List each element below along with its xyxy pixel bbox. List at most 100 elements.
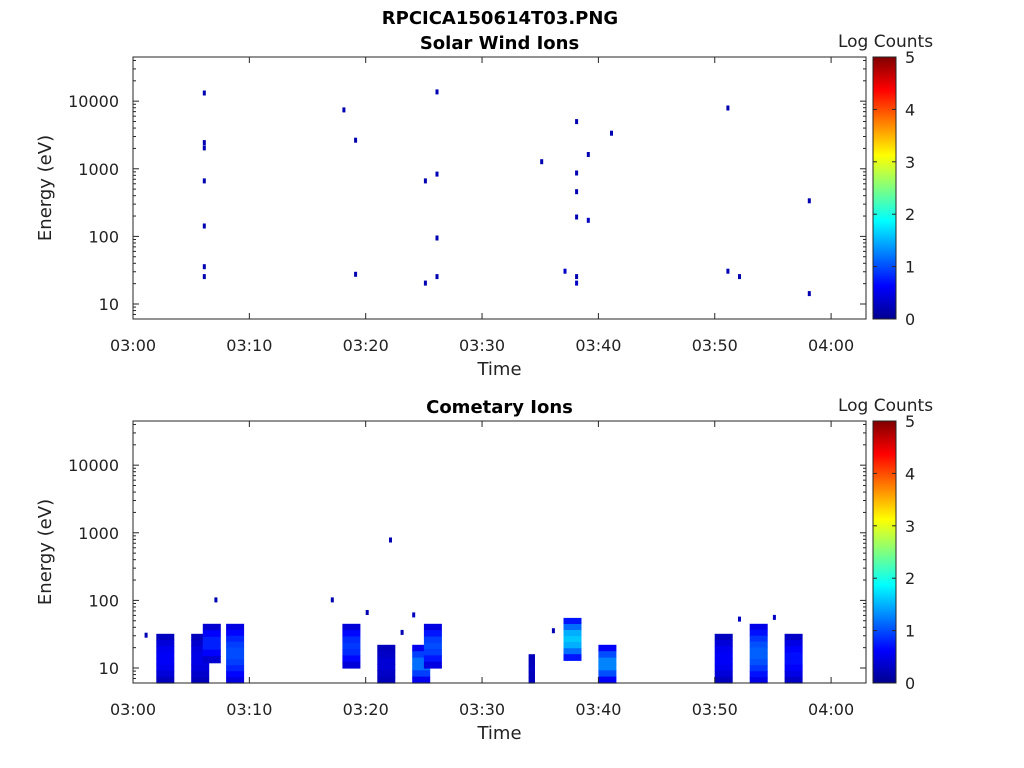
spectrogram-cell	[714, 646, 733, 653]
spectrogram-cell	[423, 636, 442, 644]
spectrogram-cell	[412, 644, 431, 652]
spectrogram-point	[551, 628, 555, 634]
spectrogram-cell	[412, 657, 431, 665]
spectrogram-cell	[528, 671, 535, 678]
spectrogram-cell	[191, 670, 210, 678]
spectrogram-cell	[342, 630, 361, 637]
spectrogram-point	[772, 614, 776, 620]
y-tick-label: 10	[99, 295, 119, 314]
spectrogram-point	[435, 235, 439, 241]
panel-title: Cometary Ions	[426, 397, 573, 418]
spectrogram-cell	[377, 663, 396, 671]
colorbar-tick-label: 3	[905, 153, 915, 172]
spectrogram-point	[575, 214, 579, 220]
spectrogram-point	[214, 597, 218, 603]
colorbar-tick-label: 5	[905, 48, 915, 67]
spectrogram-cell	[342, 649, 361, 656]
x-tick-label: 03:50	[692, 336, 738, 355]
spectrogram-cell	[412, 651, 431, 659]
spectrogram-cell	[784, 652, 803, 659]
spectrogram-cell	[749, 647, 768, 654]
colorbar-tick-label: 3	[905, 517, 915, 536]
y-tick-label: 10	[99, 659, 119, 678]
spectrogram-cell	[202, 623, 221, 631]
spectrogram-cell	[191, 658, 210, 666]
spectrogram-cell	[191, 664, 210, 672]
spectrogram-cell	[749, 641, 768, 649]
spectrogram-cell	[749, 659, 768, 666]
x-tick-label: 03:50	[692, 700, 738, 719]
x-tick-label: 03:30	[459, 336, 505, 355]
spectrogram-point	[354, 271, 358, 277]
spectrogram-point	[435, 274, 439, 280]
panel-solar-wind-ions: Solar Wind Ions 03:00 03:10 03:20 03:30 03:40…	[35, 32, 933, 380]
spectrogram-cell	[377, 657, 396, 665]
spectrogram-cell	[784, 633, 803, 641]
spectrogram-cell	[784, 658, 803, 666]
spectrogram-cell	[598, 663, 617, 671]
spectrogram-cell	[226, 677, 245, 684]
spectrogram-cell	[423, 649, 442, 656]
spectrogram-cell	[156, 633, 175, 641]
spectrogram-cell	[202, 630, 221, 638]
spectrogram-point	[586, 152, 590, 157]
spectrogram-cell	[226, 659, 245, 666]
spectrogram-cell	[377, 644, 396, 652]
spectrogram-cell	[156, 658, 175, 666]
y-tick-label: 1000	[78, 524, 119, 543]
spectrogram-cell	[563, 654, 582, 661]
x-tick-label: 03:00	[110, 336, 156, 355]
spectrogram-point	[575, 280, 579, 286]
spectrogram-cell	[598, 644, 617, 652]
spectrogram-point	[435, 171, 439, 177]
y-tick-label: 1000	[78, 160, 119, 179]
spectrogram-point	[354, 137, 358, 143]
spectrogram-cell	[784, 676, 803, 684]
spectrogram-cell	[226, 635, 245, 643]
spectrogram-cell	[156, 640, 175, 647]
spectrogram-cell	[714, 676, 733, 684]
spectrogram-cell	[226, 665, 245, 672]
x-tick-label: 03:40	[575, 336, 621, 355]
spectrogram-cell	[563, 630, 582, 637]
spectrogram-cell	[528, 677, 535, 684]
spectrogram-cell	[156, 664, 175, 672]
colorbar-tick-label: 0	[905, 310, 915, 329]
spectrogram-point	[435, 89, 439, 95]
colorbar-tick-label: 5	[905, 412, 915, 431]
spectrogram-cell	[563, 648, 582, 655]
spectrogram-point	[202, 178, 206, 184]
x-axis-label: Time	[476, 359, 521, 380]
spectrogram-point	[202, 223, 206, 229]
spectrogram-cell	[156, 646, 175, 653]
spectrogram-point	[807, 291, 811, 297]
spectrogram-point	[575, 170, 579, 176]
spectrogram-cell	[226, 623, 245, 631]
spectrogram-point	[726, 268, 730, 274]
spectrogram-cell	[423, 623, 442, 631]
spectrogram-cell	[563, 642, 582, 649]
spectrogram-cell	[784, 664, 803, 672]
colorbar	[872, 420, 897, 684]
spectrogram-cell	[714, 670, 733, 678]
spectrogram-cell	[563, 636, 582, 643]
spectrogram-cell	[714, 664, 733, 672]
spectrogram-cell	[784, 670, 803, 678]
x-tick-label: 03:40	[575, 700, 621, 719]
spectrogram-point	[365, 610, 369, 615]
spectrogram-cell	[202, 656, 221, 664]
spectrogram-cell	[528, 665, 535, 673]
spectrogram-point	[610, 130, 613, 136]
spectrogram-point	[807, 198, 811, 204]
spectrogram-point	[738, 616, 741, 622]
spectrogram-cell	[202, 649, 221, 657]
spectrogram-point	[202, 140, 206, 146]
colorbar	[872, 56, 897, 320]
spectrogram-point	[400, 629, 404, 635]
spectrogram-cell	[377, 676, 396, 684]
spectrogram-cell	[563, 624, 582, 631]
spectrogram-cell	[749, 629, 768, 637]
spectrogram-point	[202, 145, 206, 151]
plot-area	[133, 421, 866, 683]
